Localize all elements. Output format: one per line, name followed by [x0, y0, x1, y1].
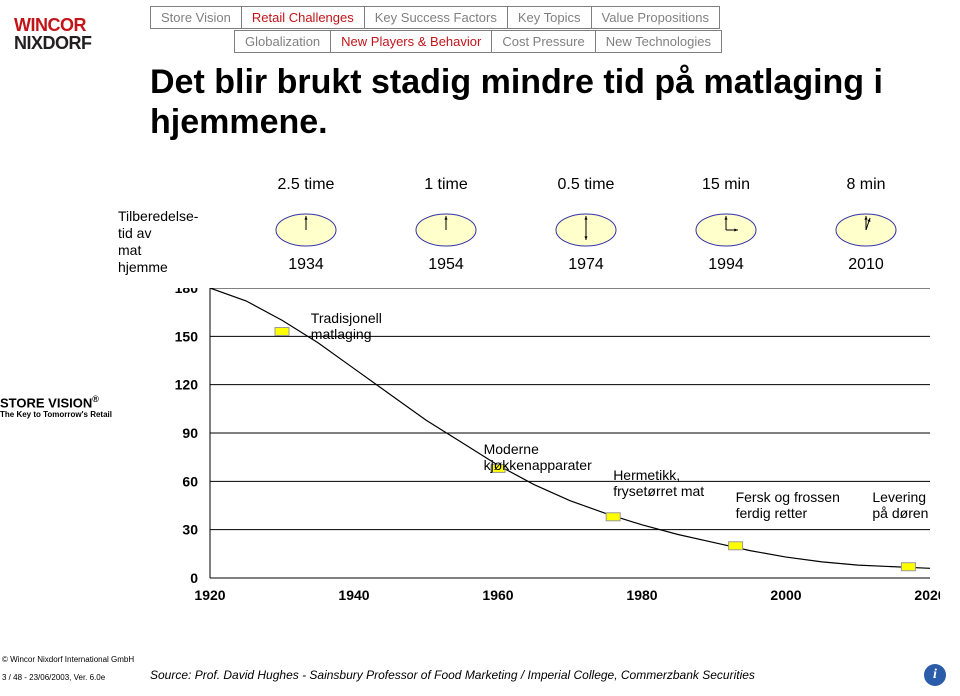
- chart-annotation-a1: Modernekjøkkenapparater: [484, 441, 592, 473]
- clock-1994: 1994: [656, 210, 796, 274]
- y-label-line-2: mat: [118, 242, 198, 259]
- tab-row1-0[interactable]: Store Vision: [151, 7, 242, 28]
- time-labels-row: 2.5 time1 time0.5 time15 min8 min: [236, 176, 936, 194]
- svg-text:120: 120: [175, 377, 199, 393]
- tab-row2-2[interactable]: Cost Pressure: [492, 31, 595, 52]
- tabs-row-2: GlobalizationNew Players & BehaviorCost …: [234, 30, 722, 53]
- time-label-2: 0.5 time: [516, 176, 656, 194]
- svg-text:60: 60: [182, 473, 198, 489]
- y-label-line-3: hjemme: [118, 259, 198, 276]
- svg-text:1920: 1920: [194, 587, 225, 603]
- svg-text:2020: 2020: [914, 587, 940, 603]
- svg-text:0: 0: [190, 570, 198, 586]
- store-vision-brand: STORE VISION®: [0, 394, 99, 410]
- clock-1934: 1934: [236, 210, 376, 274]
- svg-text:2000: 2000: [770, 587, 801, 603]
- brand-sub: The Key to Tomorrow's Retail: [0, 410, 112, 419]
- y-label-line-1: tid av: [118, 225, 198, 242]
- clock-2010: 2010: [796, 210, 936, 274]
- brand-reg: ®: [92, 394, 99, 404]
- svg-text:1940: 1940: [338, 587, 369, 603]
- chart-annotation-a0: Tradisjonellmatlaging: [311, 310, 382, 342]
- footer-version: 3 / 48 - 23/06/2003, Ver. 6.0e: [2, 673, 105, 682]
- time-label-0: 2.5 time: [236, 176, 376, 194]
- svg-text:1960: 1960: [482, 587, 513, 603]
- y-axis-description: Tilberedelse-tid avmathjemme: [118, 208, 198, 276]
- svg-text:30: 30: [182, 522, 198, 538]
- clock-year-1954: 1954: [428, 256, 464, 274]
- tab-row2-3[interactable]: New Technologies: [596, 31, 721, 52]
- svg-text:90: 90: [182, 425, 198, 441]
- footer-source: Source: Prof. David Hughes - Sainsbury P…: [150, 668, 755, 682]
- footer-copyright: © Wincor Nixdorf International GmbH: [2, 655, 134, 664]
- info-icon[interactable]: i: [924, 664, 946, 686]
- tab-row2-0[interactable]: Globalization: [235, 31, 331, 52]
- chart-annotation-a3: Fersk og frossenferdig retter: [736, 489, 840, 521]
- logo-line2: NIXDORF: [14, 34, 92, 52]
- clock-year-1974: 1974: [568, 256, 604, 274]
- tab-row1-4[interactable]: Value Propositions: [592, 7, 719, 28]
- time-label-4: 8 min: [796, 176, 936, 194]
- chart-annotation-a4: Leveringpå døren: [872, 489, 928, 521]
- clock-year-2010: 2010: [848, 256, 884, 274]
- logo: WINCOR NIXDORF: [14, 16, 92, 52]
- y-label-line-0: Tilberedelse-: [118, 208, 198, 225]
- headline: Det blir brukt stadig mindre tid på matl…: [150, 62, 910, 142]
- svg-text:1980: 1980: [626, 587, 657, 603]
- clock-year-1994: 1994: [708, 256, 744, 274]
- chart-annotation-a2: Hermetikk,frysetørret mat: [613, 467, 704, 499]
- time-label-3: 15 min: [656, 176, 796, 194]
- clock-year-1934: 1934: [288, 256, 324, 274]
- svg-text:180: 180: [175, 288, 199, 296]
- brand-title: STORE VISION: [0, 395, 92, 410]
- tab-row1-2[interactable]: Key Success Factors: [365, 7, 508, 28]
- tab-row1-3[interactable]: Key Topics: [508, 7, 592, 28]
- clock-row: 1934 1954 1974 1994 2010: [236, 210, 936, 274]
- tab-row1-1[interactable]: Retail Challenges: [242, 7, 365, 28]
- svg-text:150: 150: [175, 328, 199, 344]
- tab-row2-1[interactable]: New Players & Behavior: [331, 31, 492, 52]
- time-label-1: 1 time: [376, 176, 516, 194]
- clock-1954: 1954: [376, 210, 516, 274]
- clock-1974: 1974: [516, 210, 656, 274]
- logo-line1: WINCOR: [14, 16, 92, 34]
- tabs-row-1: Store VisionRetail ChallengesKey Success…: [150, 6, 720, 29]
